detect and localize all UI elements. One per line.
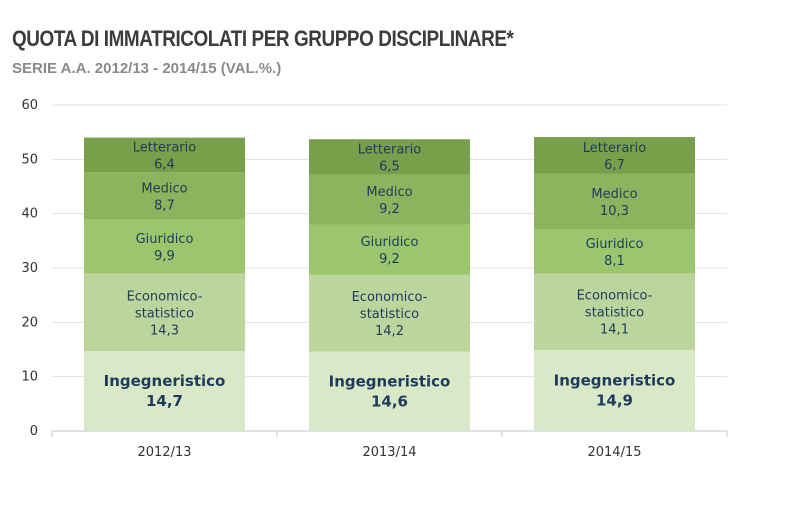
bar-value-label: 14,2 <box>375 324 404 339</box>
x-tick-label: 2014/15 <box>587 445 641 460</box>
chart-subtitle: SERIE A.A. 2012/13 - 2014/15 (VAL.%.) <box>12 60 282 77</box>
bar-segment-ingegneristico <box>534 350 695 431</box>
bar-value-label: 14,3 <box>150 323 179 338</box>
bar-series-label: statistico <box>135 306 194 321</box>
bar-segment-economico-statistico <box>534 273 695 351</box>
bar-value-label: 9,9 <box>154 249 175 264</box>
bar-series-label: Giuridico <box>586 237 644 252</box>
bar-series-label: Medico <box>591 187 637 202</box>
bar-segment-letterario <box>84 137 245 173</box>
bar-value-label: 9,2 <box>379 202 400 217</box>
bar-segment-economico-statistico <box>84 273 245 352</box>
bar-value-label: 14,9 <box>596 392 633 410</box>
bar-series-label: Letterario <box>133 140 196 155</box>
y-tick-label: 60 <box>21 98 38 113</box>
bar-value-label: 6,7 <box>604 158 625 173</box>
bar-segment-giuridico <box>309 224 470 275</box>
bar-series-label: Ingegneristico <box>554 372 676 390</box>
bar-series-label: Economico- <box>352 290 428 305</box>
bar-series-label: Letterario <box>583 141 646 156</box>
bar-series-label: Giuridico <box>361 235 419 250</box>
bar-value-label: 8,7 <box>154 199 175 214</box>
bar-value-label: 14,6 <box>371 392 408 410</box>
bar-series-label: Medico <box>141 182 187 197</box>
bar-segment-ingegneristico <box>84 351 245 431</box>
x-tick-label: 2012/13 <box>137 445 191 460</box>
bar-value-label: 8,1 <box>604 254 625 269</box>
bar-value-label: 10,3 <box>600 204 629 219</box>
bar-series-label: Giuridico <box>136 232 194 247</box>
bar-value-label: 9,2 <box>379 252 400 267</box>
bar-series-label: Economico- <box>127 289 203 304</box>
chart-title: QUOTA DI IMMATRICOLATI PER GRUPPO DISCIP… <box>12 26 514 51</box>
bar-value-label: 6,4 <box>154 157 175 172</box>
bar-series-label: Economico- <box>577 289 653 304</box>
bar-segment-medico <box>84 172 245 220</box>
y-tick-label: 20 <box>21 315 38 330</box>
y-tick-label: 40 <box>21 207 38 222</box>
y-tick-label: 30 <box>21 261 38 276</box>
bar-segment-economico-statistico <box>309 274 470 352</box>
bar-segment-letterario <box>534 137 695 174</box>
bar-series-label: statistico <box>585 306 644 321</box>
x-tick-label: 2013/14 <box>362 445 416 460</box>
bar-series-label: statistico <box>360 307 419 322</box>
bar-segment-medico <box>534 173 695 230</box>
bar-value-label: 6,5 <box>379 159 400 174</box>
bar-segment-ingegneristico <box>309 351 470 431</box>
bar-series-label: Medico <box>366 185 412 200</box>
bar-value-label: 14,7 <box>146 392 183 410</box>
bar-series-label: Ingegneristico <box>104 372 226 390</box>
bar-series-label: Ingegneristico <box>329 372 451 390</box>
bar-segment-letterario <box>309 139 470 175</box>
bar-segment-giuridico <box>534 229 695 274</box>
bar-value-label: 14,1 <box>600 323 629 338</box>
y-tick-label: 0 <box>30 424 38 439</box>
bar-segment-giuridico <box>84 219 245 274</box>
y-tick-label: 50 <box>21 152 38 167</box>
bar-segment-medico <box>309 174 470 225</box>
bar-series-label: Letterario <box>358 142 421 157</box>
y-tick-label: 10 <box>21 370 38 385</box>
